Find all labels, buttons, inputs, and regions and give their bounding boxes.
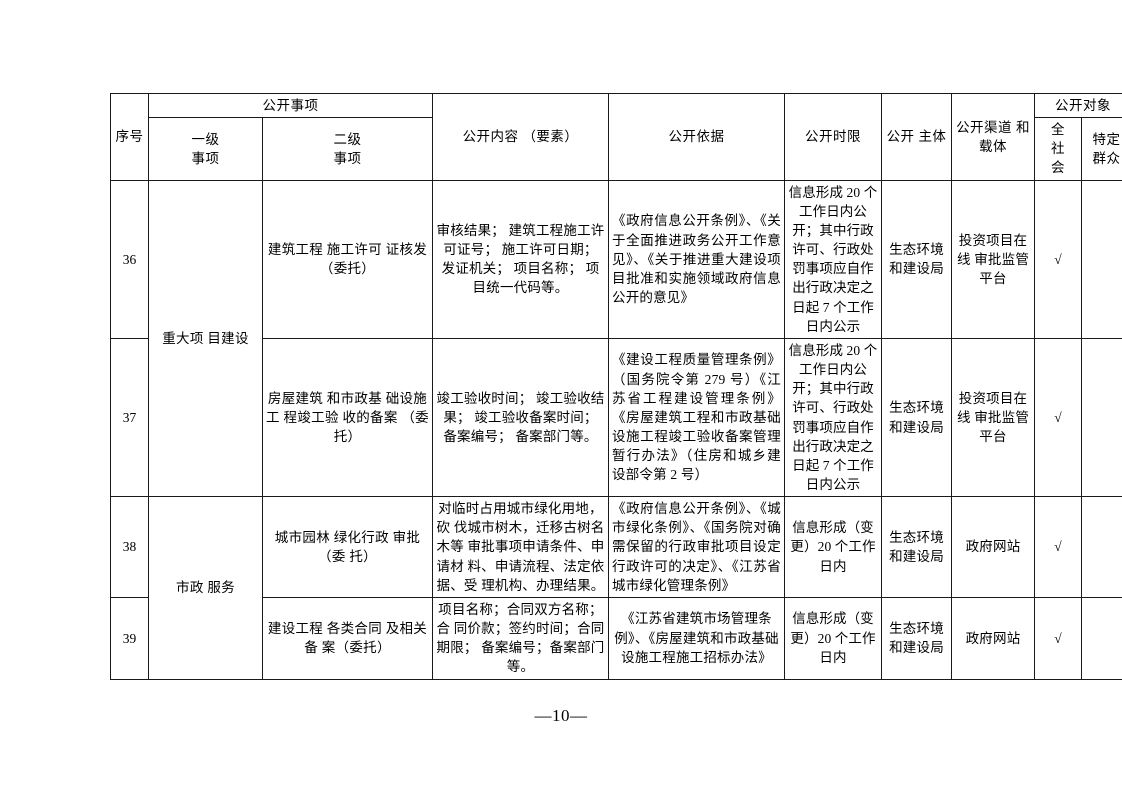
cell-seq: 37: [110, 337, 149, 498]
header-audience-group: 公开对象: [1034, 92, 1122, 119]
public-disclosure-catalog-table: 序号 公开事项 公开内容 （要素） 公开依据 公开时限 公开 主体 公开渠道: [110, 92, 1122, 680]
header-time-limit: 公开时限: [784, 93, 882, 181]
page-number: —10—: [534, 706, 588, 725]
cell-level2: 城市园林 绿化行政 审批（委 托）: [262, 496, 433, 598]
table-header-row-1: 序号 公开事项 公开内容 （要素） 公开依据 公开时限 公开 主体 公开渠道: [110, 92, 1122, 181]
cell-audience-specific: [1081, 596, 1122, 680]
catalog-table-container: 序号 公开事项 公开内容 （要素） 公开依据 公开时限 公开 主体 公开渠道: [110, 92, 1122, 680]
cell-basis: 《江苏省建筑市场管理条例》、《房屋建筑和市政基础设施工程施工招标办法》: [608, 596, 785, 680]
cell-subject: 生态环境 和建设局: [881, 596, 952, 680]
cell-audience-specific: [1081, 337, 1122, 498]
table-row: 36 重大项 目建设 建筑工程 施工许可 证核发 （委托） 审核结果； 建筑工程…: [110, 179, 1122, 498]
cell-subject: 生态环境 和建设局: [881, 496, 952, 598]
cell-subject: 生态环境 和建设局: [881, 179, 952, 339]
table-row: 38 市政 服务 城市园林 绿化行政 审批（委 托） 对临时占用城市绿化用地，砍…: [110, 496, 1122, 680]
table-header: 序号 公开事项 公开内容 （要素） 公开依据 公开时限 公开 主体 公开渠道: [110, 92, 1122, 181]
cell-level2: 建设工程 各类合同 及相关备 案（委托）: [262, 596, 433, 680]
cell-audience-specific: [1081, 496, 1122, 598]
cell-seq: 39: [110, 596, 149, 680]
cell-channel: 投资项目在线 审批监管平台: [951, 337, 1035, 498]
cell-time-limit: 信息形成（变更）20 个工作日内: [784, 596, 882, 680]
header-basis: 公开依据: [608, 93, 785, 181]
table-row: 39 建设工程 各类合同 及相关备 案（委托） 项目名称；合同双方名称；合 同价…: [110, 596, 1122, 680]
cell-audience-all: √: [1034, 337, 1082, 498]
cell-level1-municipal-services: 市政 服务: [148, 496, 263, 680]
cell-seq: 38: [110, 496, 149, 598]
cell-time-limit: 信息形成 20 个工作日内公开；其中行政许可、行政处罚事项应自作出行政决定之日起…: [784, 179, 882, 339]
header-content: 公开内容 （要素）: [432, 93, 609, 181]
cell-time-limit: 信息形成（变更）20 个工作日内: [784, 496, 882, 598]
cell-audience-all: √: [1034, 179, 1082, 339]
header-audience-all: 全 社 会: [1034, 117, 1082, 181]
header-level1: 一级 事项: [148, 117, 263, 181]
cell-channel: 投资项目在线 审批监管平台: [951, 179, 1035, 339]
cell-content: 竣工验收时间； 竣工验收结果； 竣工验收备案时间； 备案编号； 备案部门等。: [432, 337, 609, 498]
cell-level2: 房屋建筑 和市政基 础设施工 程竣工验 收的备案 （委托）: [262, 337, 433, 498]
table-body: 36 重大项 目建设 建筑工程 施工许可 证核发 （委托） 审核结果； 建筑工程…: [110, 179, 1122, 680]
cell-channel: 政府网站: [951, 496, 1035, 598]
cell-channel: 政府网站: [951, 596, 1035, 680]
cell-seq: 36: [110, 179, 149, 339]
cell-level1-major-projects: 重大项 目建设: [148, 179, 263, 498]
cell-level2: 建筑工程 施工许可 证核发 （委托）: [262, 179, 433, 339]
header-audience-specific: 特定 群众: [1081, 117, 1122, 181]
cell-content: 审核结果； 建筑工程施工许可证号； 施工许可日期； 发证机关； 项目名称； 项目…: [432, 179, 609, 339]
cell-audience-specific: [1081, 179, 1122, 339]
cell-subject: 生态环境 和建设局: [881, 337, 952, 498]
header-level2: 二级 事项: [262, 117, 433, 181]
header-channel: 公开渠道 和载体: [951, 93, 1035, 181]
cell-content: 对临时占用城市绿化用地，砍 伐城市树木，迁移古树名木等 审批事项申请条件、申请材…: [432, 496, 609, 598]
header-matters-group: 公开事项: [148, 92, 433, 119]
cell-basis: 《建设工程质量管理条例》（国务院令第 279 号）《江苏省工程建设管理条例》《房…: [608, 337, 785, 498]
cell-time-limit: 信息形成 20 个工作日内公开；其中行政许可、行政处罚事项应自作出行政决定之日起…: [784, 337, 882, 498]
cell-audience-all: √: [1034, 496, 1082, 598]
cell-audience-all: √: [1034, 596, 1082, 680]
cell-basis: 《政府信息公开条例》、《关于全面推进政务公开工作意见》、《关于推进重大建设项目批…: [608, 179, 785, 339]
table-row: 37 房屋建筑 和市政基 础设施工 程竣工验 收的备案 （委托） 竣工验收时间；…: [110, 337, 1122, 498]
cell-content: 项目名称；合同双方名称；合 同价款；签约时间；合同期限； 备案编号；备案部门等。: [432, 596, 609, 680]
header-subject: 公开 主体: [881, 93, 952, 181]
cell-basis: 《政府信息公开条例》、《城市绿化条例》、《国务院对确需保留的行政审批项目设定行政…: [608, 496, 785, 598]
header-seq: 序号: [110, 93, 149, 181]
